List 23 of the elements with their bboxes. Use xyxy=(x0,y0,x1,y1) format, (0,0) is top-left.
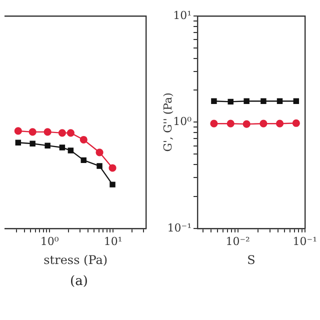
x-tick-label: 10⁻¹ xyxy=(292,234,318,248)
y-axis-title: G', G'' (Pa) xyxy=(161,92,174,152)
point xyxy=(276,98,283,104)
y-tick-label: 10⁰ xyxy=(173,115,192,128)
y-tick-label: 10¹ xyxy=(173,8,192,22)
point xyxy=(244,98,250,104)
point xyxy=(211,98,217,104)
point xyxy=(242,120,250,128)
point xyxy=(226,120,234,128)
point xyxy=(228,98,234,105)
x-tick-label: 10⁰ xyxy=(40,234,60,248)
x-axis-title: S xyxy=(247,252,256,267)
point xyxy=(260,98,266,104)
text: (a) xyxy=(69,274,89,289)
x-tick-label: 10⁻² xyxy=(226,234,250,248)
x-axis-title: stress (Pa) xyxy=(44,252,108,267)
point xyxy=(260,120,268,128)
y-tick-label: 10⁻¹ xyxy=(167,221,192,234)
point xyxy=(276,120,284,128)
point xyxy=(293,98,300,104)
point xyxy=(292,119,300,127)
point xyxy=(210,120,218,128)
x-tick-label: 10¹ xyxy=(104,234,122,248)
